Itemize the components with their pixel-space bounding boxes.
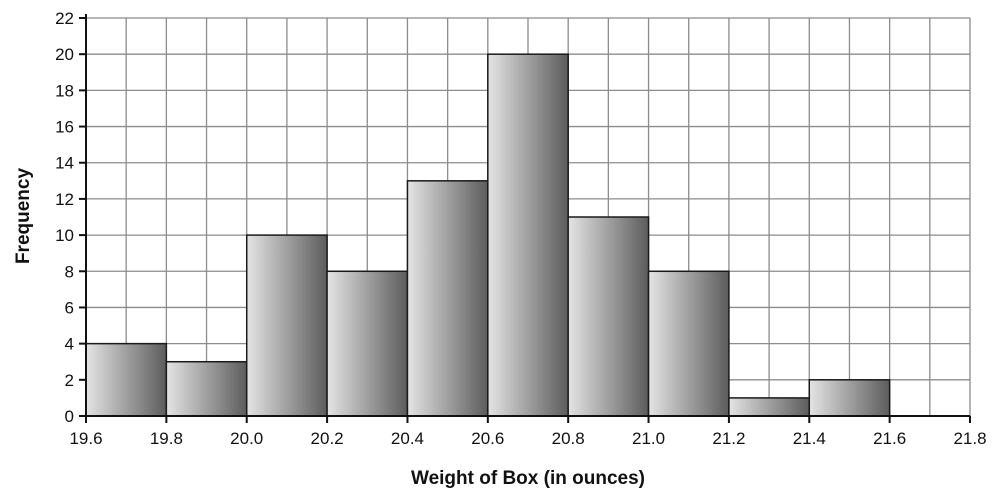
- histogram-bar-8: [728, 397, 811, 417]
- y-axis-title: Frequency: [13, 168, 34, 265]
- x-axis-title: Weight of Box (in ounces): [411, 468, 645, 489]
- y-tick-label: 20: [55, 45, 74, 64]
- x-tick-label: 21.4: [793, 429, 826, 448]
- histogram-bar-3: [326, 270, 409, 417]
- x-tick-label: 19.6: [69, 429, 102, 448]
- bars-group: [85, 53, 891, 417]
- x-tick-label: 19.8: [150, 429, 183, 448]
- histogram-bar-9: [808, 379, 891, 417]
- y-tick-label: 14: [55, 154, 74, 173]
- axes-group: [79, 14, 971, 423]
- x-tick-labels: 19.6 19.8 20.0 20.2 20.4 20.6 20.8 21.0 21.2 21.4…: [69, 429, 986, 448]
- y-tick-label: 18: [55, 81, 74, 100]
- x-tick-label: 21.2: [712, 429, 745, 448]
- x-tick-label: 20.6: [471, 429, 504, 448]
- y-tick-label: 6: [65, 298, 74, 317]
- y-tick-label: 8: [65, 262, 74, 281]
- x-tick-label: 20.2: [311, 429, 344, 448]
- y-tick-label: 4: [65, 335, 74, 354]
- histogram-bar-7: [647, 270, 730, 417]
- histogram-bar-6: [567, 216, 650, 417]
- x-tick-label: 21.0: [632, 429, 665, 448]
- histogram-bar-4: [406, 180, 489, 417]
- y-tick-label: 0: [65, 407, 74, 426]
- x-tick-label: 20.0: [230, 429, 263, 448]
- x-tick-label: 21.6: [873, 429, 906, 448]
- histogram-bar-1: [165, 360, 248, 417]
- y-tick-label: 10: [55, 226, 74, 245]
- y-tick-label: 16: [55, 118, 74, 137]
- histogram-bar-2: [245, 234, 328, 417]
- histogram-bar-5: [487, 53, 569, 417]
- y-tick-labels: 0 2 4 6 8 10 12 14 16 18 20 22: [55, 9, 74, 426]
- histogram-bar-0: [85, 342, 168, 417]
- x-tick-label: 20.4: [391, 429, 424, 448]
- x-tick-label: 21.8: [953, 429, 986, 448]
- y-tick-label: 22: [55, 9, 74, 28]
- y-tick-label: 12: [55, 190, 74, 209]
- x-tick-label: 20.8: [552, 429, 585, 448]
- y-tick-label: 2: [65, 371, 74, 390]
